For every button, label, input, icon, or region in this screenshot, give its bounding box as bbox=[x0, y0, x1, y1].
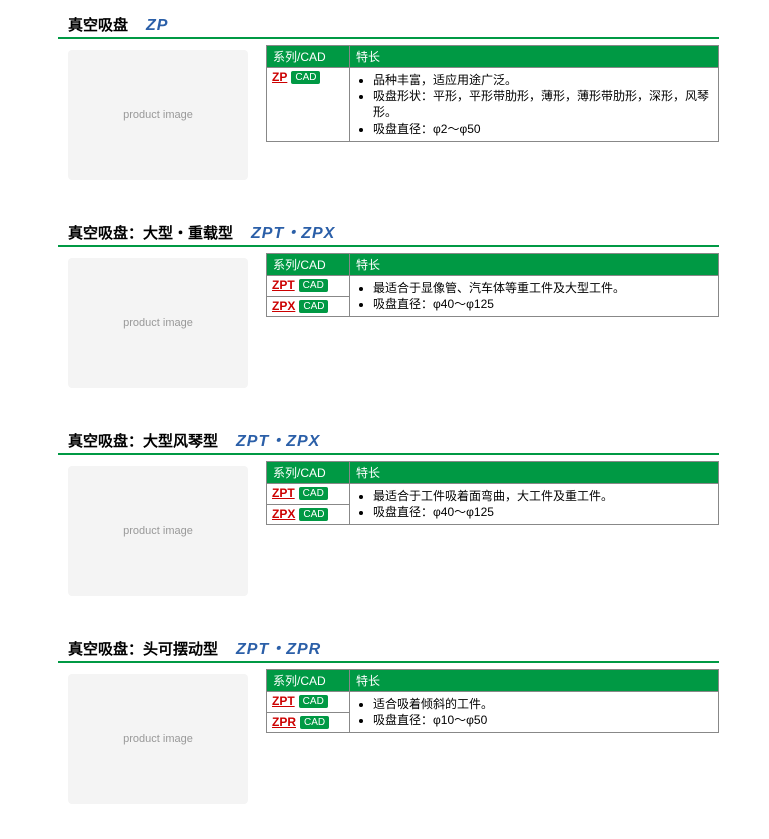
product-section: 真空吸盘：大型风琴型ZPT・ZPXproduct image系列/CAD特长ZP… bbox=[0, 423, 769, 601]
series-cell: ZPT CAD bbox=[267, 692, 350, 713]
cad-badge[interactable]: CAD bbox=[299, 695, 328, 708]
series-cell: ZPX CAD bbox=[267, 504, 350, 525]
feature-list: 品种丰富，适应用途广泛。吸盘形状：平形，平形带肋形，薄形，薄形带肋形，深形，风琴… bbox=[355, 72, 713, 137]
table-header-series: 系列/CAD bbox=[267, 46, 350, 68]
feature-list: 最适合于显像管、汽车体等重工件及大型工件。吸盘直径：φ40～φ125 bbox=[355, 280, 713, 312]
product-section: 真空吸盘：头可摆动型ZPT・ZPRproduct image系列/CAD特长ZP… bbox=[0, 631, 769, 809]
cad-badge[interactable]: CAD bbox=[291, 71, 320, 84]
features-cell: 最适合于显像管、汽车体等重工件及大型工件。吸盘直径：φ40～φ125 bbox=[350, 276, 719, 317]
image-placeholder: product image bbox=[68, 466, 248, 596]
feature-item: 最适合于显像管、汽车体等重工件及大型工件。 bbox=[373, 280, 713, 296]
feature-list: 适合吸着倾斜的工件。吸盘直径：φ10～φ50 bbox=[355, 696, 713, 728]
section-header: 真空吸盘：大型・重载型 ZPT・ZPX bbox=[58, 215, 719, 247]
section-header: 真空吸盘：大型风琴型 ZPT・ZPX bbox=[58, 423, 719, 455]
product-section: 真空吸盘ZPproduct image系列/CAD特长ZPCAD品种丰富，适应用… bbox=[0, 10, 769, 185]
section-header: 真空吸盘 ZP bbox=[58, 10, 719, 39]
series-cell: ZPT CAD bbox=[267, 484, 350, 505]
section-body: product image系列/CAD特长ZPCAD品种丰富，适应用途广泛。吸盘… bbox=[0, 39, 769, 185]
section-title: 真空吸盘：大型・重载型 bbox=[68, 225, 233, 242]
table-header-series: 系列/CAD bbox=[267, 670, 350, 692]
series-link[interactable]: ZPT bbox=[272, 278, 295, 292]
table-row: ZPTCAD适合吸着倾斜的工件。吸盘直径：φ10～φ50 bbox=[267, 692, 719, 713]
section-model: ZP bbox=[146, 17, 168, 34]
feature-item: 最适合于工件吸着面弯曲，大工件及重工件。 bbox=[373, 488, 713, 504]
table-header-features: 特长 bbox=[350, 670, 719, 692]
cad-badge[interactable]: CAD bbox=[299, 300, 328, 313]
table-header-features: 特长 bbox=[350, 46, 719, 68]
feature-item: 吸盘直径：φ40～φ125 bbox=[373, 296, 713, 312]
image-placeholder: product image bbox=[68, 258, 248, 388]
feature-item: 吸盘直径：φ10～φ50 bbox=[373, 712, 713, 728]
product-section: 真空吸盘：大型・重载型ZPT・ZPXproduct image系列/CAD特长Z… bbox=[0, 215, 769, 393]
section-model: ZPT・ZPX bbox=[236, 433, 320, 450]
product-image: product image bbox=[58, 669, 258, 809]
feature-item: 吸盘形状：平形，平形带肋形，薄形，薄形带肋形，深形，风琴形。 bbox=[373, 88, 713, 120]
feature-item: 品种丰富，适应用途广泛。 bbox=[373, 72, 713, 88]
cad-badge[interactable]: CAD bbox=[299, 487, 328, 500]
series-cell: ZPX CAD bbox=[267, 296, 350, 317]
features-cell: 适合吸着倾斜的工件。吸盘直径：φ10～φ50 bbox=[350, 692, 719, 733]
section-model: ZPT・ZPX bbox=[251, 225, 335, 242]
series-link[interactable]: ZPT bbox=[272, 486, 295, 500]
section-title: 真空吸盘：大型风琴型 bbox=[68, 433, 218, 450]
features-cell: 品种丰富，适应用途广泛。吸盘形状：平形，平形带肋形，薄形，薄形带肋形，深形，风琴… bbox=[350, 68, 719, 142]
section-body: product image 系列/CAD特长 ZPT CAD 最适合于工件吸着面弯曲，大… bbox=[0, 455, 769, 601]
section-title: 真空吸盘 bbox=[68, 17, 128, 34]
section-model: ZPT・ZPR bbox=[236, 641, 321, 658]
feature-item: 吸盘直径：φ40～φ125 bbox=[373, 504, 713, 520]
cad-badge[interactable]: CAD bbox=[299, 279, 328, 292]
table-row: ZP CAD 品种丰富，适应用途广泛。吸盘形状：平形，平形带肋形，薄形，薄形带肋形，… bbox=[267, 68, 719, 142]
section-header: 真空吸盘：头可摆动型 ZPT・ZPR bbox=[58, 631, 719, 663]
series-cell: ZP CAD bbox=[267, 68, 350, 142]
section-title: 真空吸盘：头可摆动型 bbox=[68, 641, 218, 658]
image-placeholder: product image bbox=[68, 674, 248, 804]
series-cell: ZPT CAD bbox=[267, 276, 350, 297]
product-image: product image bbox=[58, 45, 258, 185]
feature-item: 适合吸着倾斜的工件。 bbox=[373, 696, 713, 712]
features-cell: 最适合于工件吸着面弯曲，大工件及重工件。吸盘直径：φ40～φ125 bbox=[350, 484, 719, 525]
table-header-series: 系列/CAD bbox=[267, 254, 350, 276]
series-cell: ZPR CAD bbox=[267, 712, 350, 733]
spec-table: 系列/CAD特长 ZPT CAD 最适合于显像管、汽车体等重工件及大型工件。吸盘直径：… bbox=[266, 253, 719, 317]
series-link[interactable]: ZPX bbox=[272, 299, 295, 313]
section-body: product image 系列/CAD特长 ZPT CAD 最适合于显像管、汽车体等重… bbox=[0, 247, 769, 393]
product-image: product image bbox=[58, 461, 258, 601]
spec-table: 系列/CAD特长ZPTCAD适合吸着倾斜的工件。吸盘直径：φ10～φ50ZPRC… bbox=[266, 669, 719, 733]
table-row: ZPTCAD最适合于工件吸着面弯曲，大工件及重工件。吸盘直径：φ40～φ125 bbox=[267, 484, 719, 505]
table-row: ZPTCAD最适合于显像管、汽车体等重工件及大型工件。吸盘直径：φ40～φ125 bbox=[267, 276, 719, 297]
feature-item: 吸盘直径：φ2～φ50 bbox=[373, 121, 713, 137]
product-image: product image bbox=[58, 253, 258, 393]
spec-table: 系列/CAD特长 ZP CAD 品种丰富，适应用途广泛。吸盘形状：平形，平形带肋形，薄… bbox=[266, 45, 719, 142]
series-link[interactable]: ZPR bbox=[272, 715, 296, 729]
feature-list: 最适合于工件吸着面弯曲，大工件及重工件。吸盘直径：φ40～φ125 bbox=[355, 488, 713, 520]
table-header-features: 特长 bbox=[350, 462, 719, 484]
spec-table: 系列/CAD特长 ZPT CAD 最适合于工件吸着面弯曲，大工件及重工件。吸盘直径：φ… bbox=[266, 461, 719, 525]
cad-badge[interactable]: CAD bbox=[299, 508, 328, 521]
table-header-series: 系列/CAD bbox=[267, 462, 350, 484]
series-link[interactable]: ZPT bbox=[272, 694, 295, 708]
cad-badge[interactable]: CAD bbox=[300, 716, 329, 729]
series-link[interactable]: ZPX bbox=[272, 507, 295, 521]
image-placeholder: product image bbox=[68, 50, 248, 180]
section-body: product image 系列/CAD特长 ZPT CAD 适合吸着倾斜的工件。吸盘直… bbox=[0, 663, 769, 809]
table-header-features: 特长 bbox=[350, 254, 719, 276]
series-link[interactable]: ZP bbox=[272, 70, 287, 84]
